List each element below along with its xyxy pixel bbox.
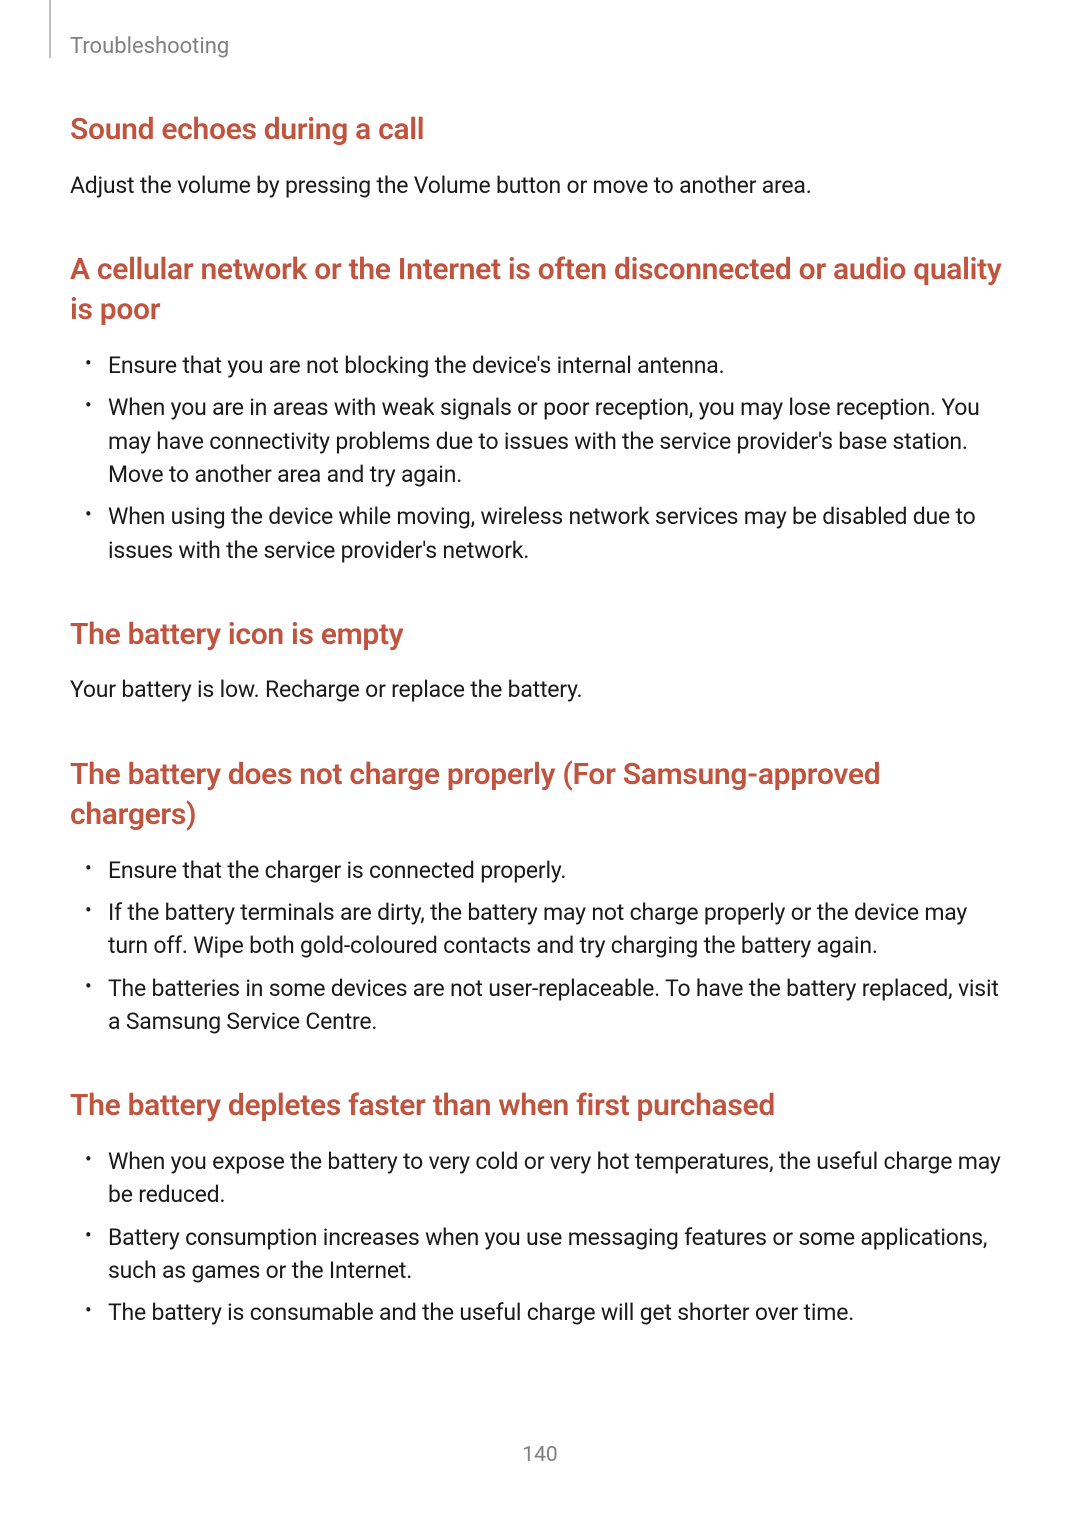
bullet-list: When you expose the battery to very cold… [70,1145,1010,1330]
list-item: The batteries in some devices are not us… [70,972,1010,1039]
list-item: When using the device while moving, wire… [70,500,1010,567]
body-text: Your battery is low. Recharge or replace… [70,673,1010,706]
list-item: The battery is consumable and the useful… [70,1296,1010,1329]
list-item: When you are in areas with weak signals … [70,391,1010,491]
list-item: Ensure that the charger is connected pro… [70,854,1010,887]
body-text: Adjust the volume by pressing the Volume… [70,169,1010,202]
list-item: If the battery terminals are dirty, the … [70,896,1010,963]
section-heading-battery-depletes: The battery depletes faster than when fi… [70,1086,1010,1127]
bullet-list: Ensure that the charger is connected pro… [70,854,1010,1039]
list-item: Ensure that you are not blocking the dev… [70,349,1010,382]
list-item: Battery consumption increases when you u… [70,1221,1010,1288]
header-section-label: Troubleshooting [70,34,229,59]
page-content: Sound echoes during a call Adjust the vo… [70,110,1010,1378]
header-divider-line [49,0,51,58]
section-heading-battery-empty: The battery icon is empty [70,615,1010,656]
section-heading-sound-echoes: Sound echoes during a call [70,110,1010,151]
section-heading-battery-not-charging: The battery does not charge properly (Fo… [70,755,1010,836]
page-number: 140 [0,1443,1080,1467]
section-heading-network-disconnected: A cellular network or the Internet is of… [70,250,1010,331]
bullet-list: Ensure that you are not blocking the dev… [70,349,1010,567]
list-item: When you expose the battery to very cold… [70,1145,1010,1212]
